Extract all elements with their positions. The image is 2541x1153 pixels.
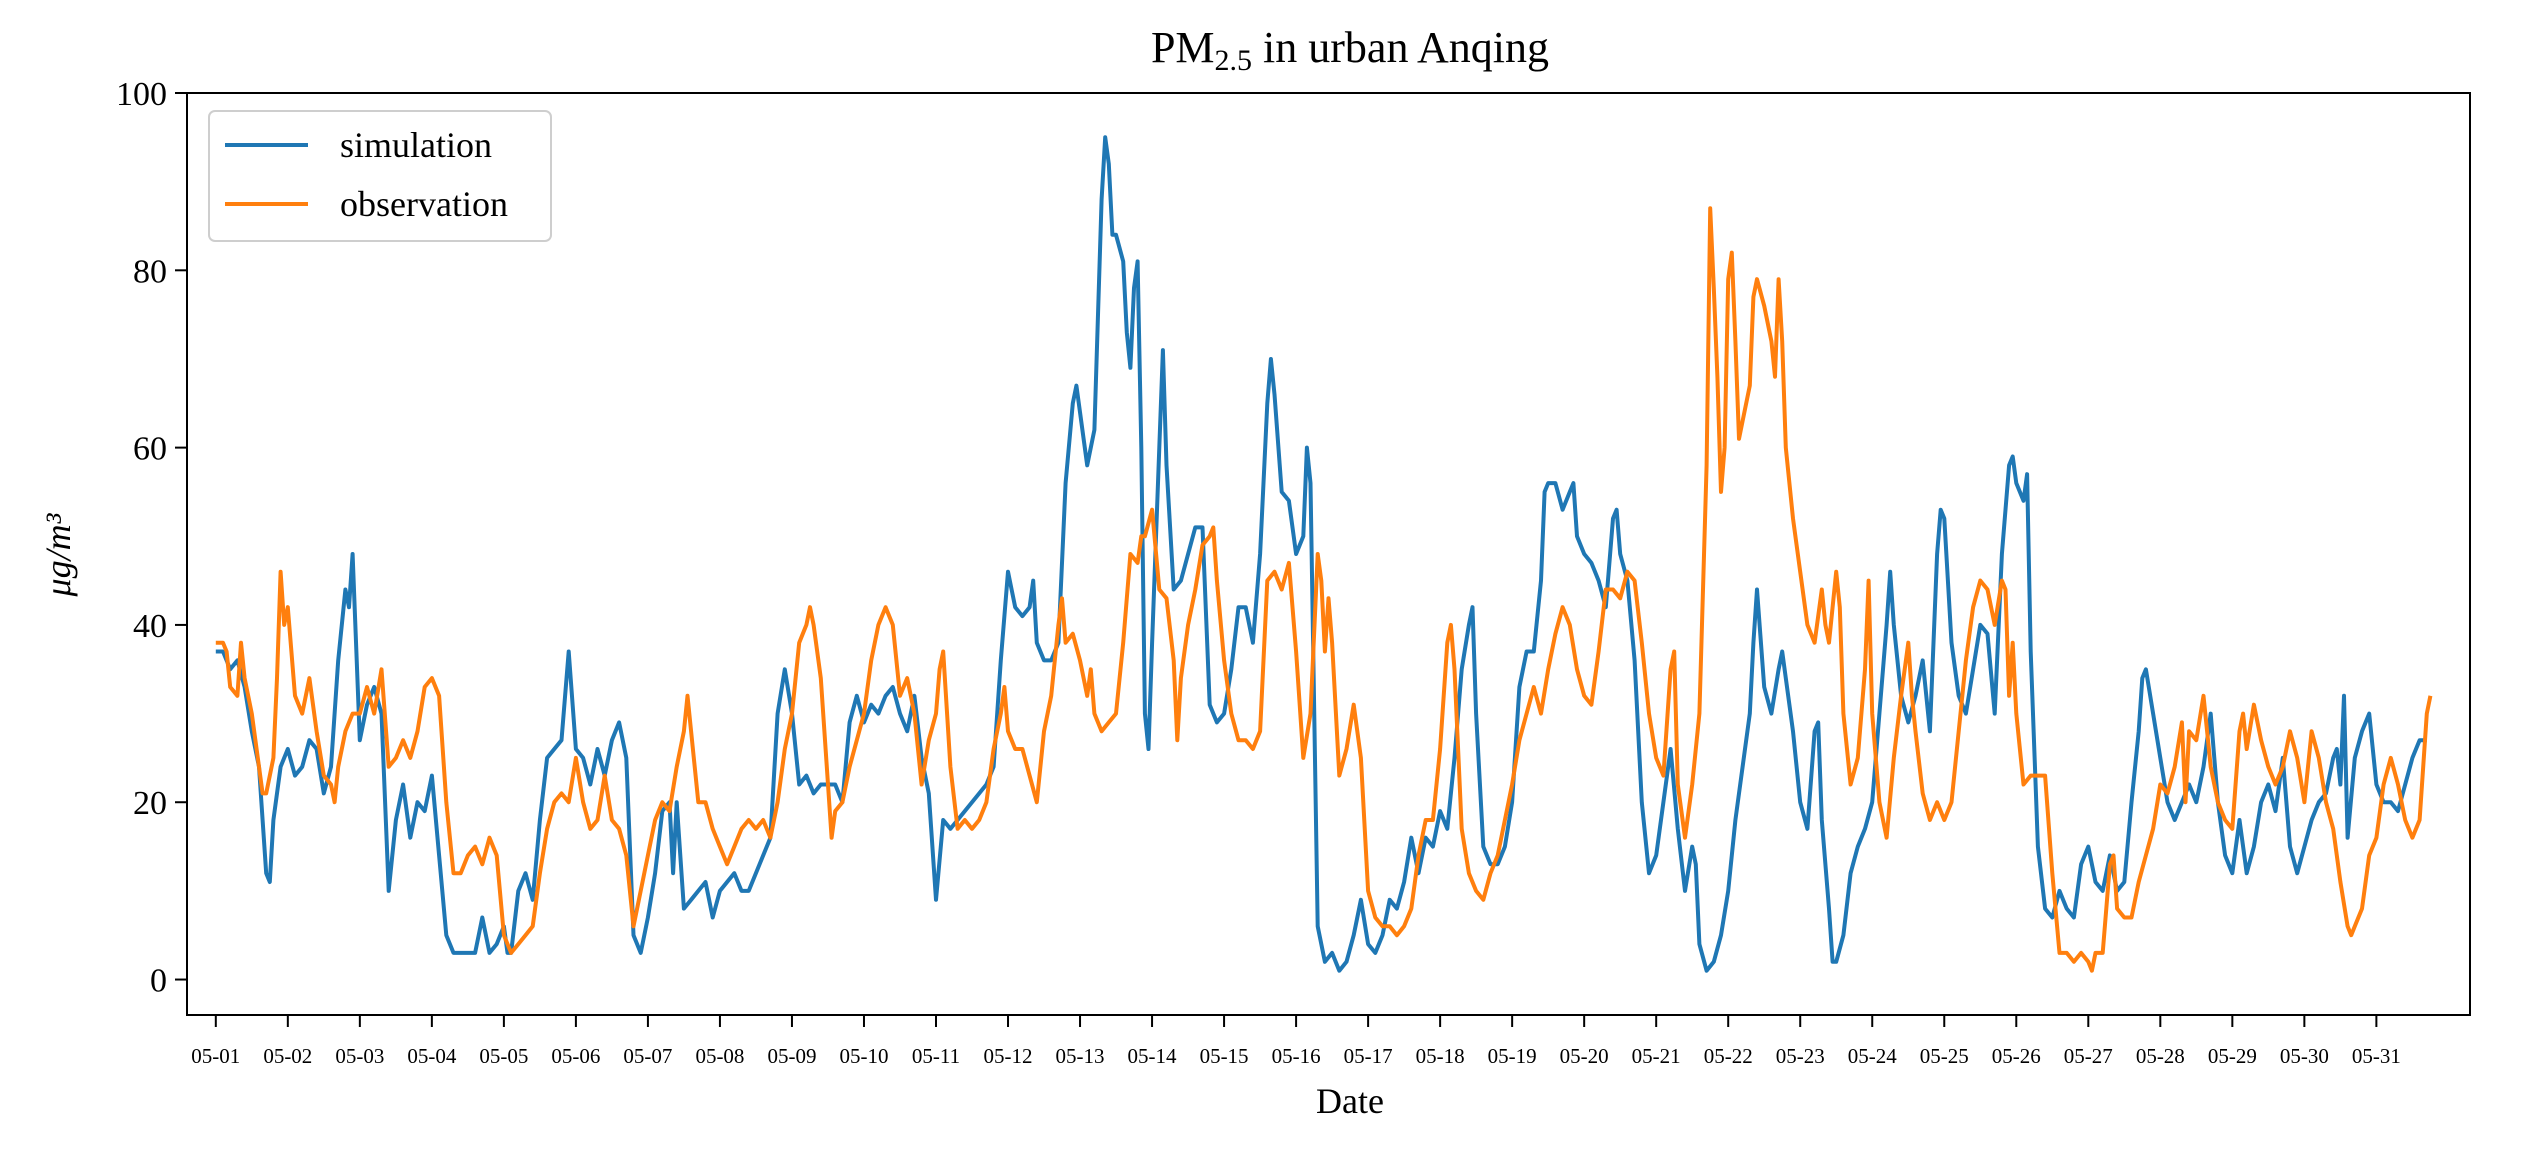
x-axis: 05-01 05-02 05-03 05-04 05-05 05-06 05-07 05-08…: [191, 1015, 2401, 1068]
y-tick-label: 0: [150, 963, 167, 1000]
x-tick-label: 05-14: [1128, 1044, 1177, 1068]
x-axis-label: Date: [1316, 1081, 1384, 1121]
legend-observation-label: observation: [340, 184, 508, 224]
series-line-simulation: [215, 135, 2427, 973]
x-tick-label: 05-18: [1416, 1044, 1465, 1068]
x-tick-label: 05-07: [623, 1044, 672, 1068]
x-tick-label: 05-26: [1992, 1044, 2041, 1068]
x-tick-label: 05-15: [1200, 1044, 1249, 1068]
x-tick-label: 05-22: [1704, 1044, 1753, 1068]
x-tick-label: 05-08: [695, 1044, 744, 1068]
x-tick-label: 05-23: [1776, 1044, 1825, 1068]
x-tick-label: 05-01: [191, 1044, 240, 1068]
x-tick-label: 05-03: [335, 1044, 384, 1068]
y-tick-label: 80: [133, 253, 167, 290]
x-tick-label: 05-28: [2136, 1044, 2185, 1068]
x-tick-label: 05-31: [2352, 1044, 2401, 1068]
plot-frame: [186, 92, 2471, 1016]
y-tick-label: 100: [116, 76, 167, 113]
x-tick-label: 05-10: [839, 1044, 888, 1068]
x-tick-label: 05-29: [2208, 1044, 2257, 1068]
x-tick-label: 05-27: [2064, 1044, 2113, 1068]
x-tick-label: 05-09: [767, 1044, 816, 1068]
chart-title: PM2.5 in urban Anqing: [1151, 23, 1549, 77]
legend: simulation observation: [208, 110, 552, 242]
x-tick-label: 05-21: [1632, 1044, 1681, 1068]
legend-simulation-label: simulation: [340, 125, 492, 165]
x-tick-label: 05-11: [912, 1044, 960, 1068]
x-tick-label: 05-16: [1272, 1044, 1321, 1068]
y-tick-label: 60: [133, 431, 167, 468]
x-tick-label: 05-12: [984, 1044, 1033, 1068]
x-tick-label: 05-17: [1344, 1044, 1393, 1068]
x-tick-label: 05-20: [1560, 1044, 1609, 1068]
x-tick-label: 05-05: [479, 1044, 528, 1068]
y-axis: 0 20 40 60 80 100: [116, 76, 187, 1000]
x-tick-label: 05-06: [551, 1044, 600, 1068]
plot-series: [215, 135, 2433, 973]
x-tick-label: 05-25: [1920, 1044, 1969, 1068]
x-tick-label: 05-02: [263, 1044, 312, 1068]
series-line-observation: [215, 206, 2433, 973]
y-tick-label: 40: [133, 608, 167, 645]
x-tick-label: 05-19: [1488, 1044, 1537, 1068]
x-tick-label: 05-13: [1056, 1044, 1105, 1068]
x-tick-label: 05-30: [2280, 1044, 2329, 1068]
x-tick-label: 05-04: [407, 1044, 456, 1068]
y-axis-label: μg/m³: [38, 512, 78, 597]
x-tick-label: 05-24: [1848, 1044, 1897, 1068]
y-tick-label: 20: [133, 785, 167, 822]
